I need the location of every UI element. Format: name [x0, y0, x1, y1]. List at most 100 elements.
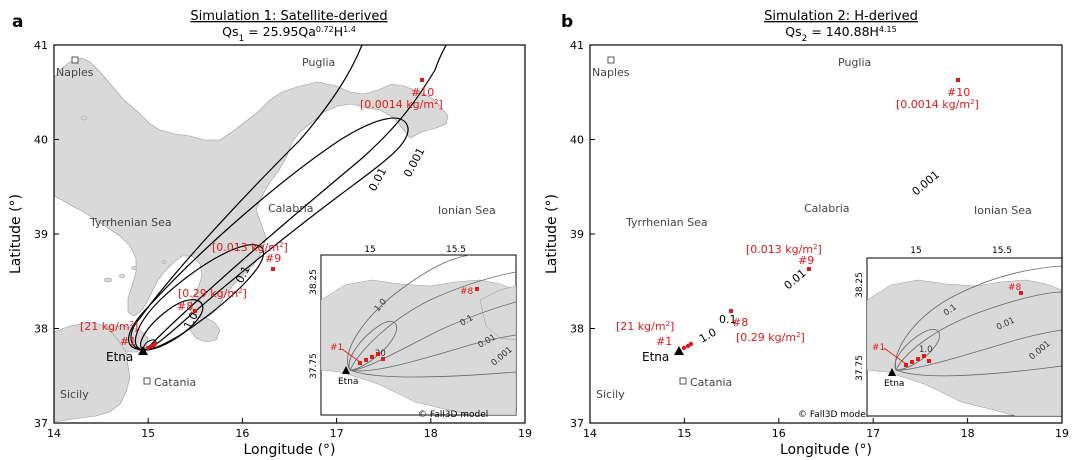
x-axis-title: Longitude (°)	[243, 442, 335, 458]
y-tick-label: 38	[570, 323, 584, 336]
y-tick-label: 41	[570, 39, 584, 52]
contour-label: 0.1	[719, 313, 737, 326]
site-10-label: #10	[411, 86, 434, 99]
site-10-marker	[420, 78, 424, 82]
catania-marker	[143, 377, 151, 385]
site-8-marker	[729, 309, 733, 313]
y-axis-title: Latitude (°)	[544, 194, 560, 274]
x-tick-label: 16	[235, 427, 249, 440]
contour-line	[127, 117, 409, 351]
site-8-load: [0.29 kg/m2]	[736, 331, 805, 344]
x-axis-title: Longitude (°)	[780, 442, 872, 458]
inset-etna-marker	[888, 368, 896, 376]
place-ionian-sea: Ionian Sea	[438, 204, 496, 217]
inset-site-8: #8	[1008, 283, 1022, 293]
x-tick-label: 15	[677, 427, 691, 440]
panel-letter-a: a	[12, 12, 23, 32]
panel-a: a Simulation 1: Satellite-derived Qs1 = …	[8, 9, 532, 458]
site-1-load: [21 kg/m2]	[80, 320, 138, 333]
etna-marker	[674, 346, 684, 355]
inset-contour-label: 20	[375, 349, 386, 359]
contours-a	[127, 45, 447, 351]
contour-line	[130, 45, 363, 351]
y-tick-label: 37	[34, 417, 48, 430]
places-a: Naples Puglia Calabria Tyrrhenian Sea Io…	[56, 56, 496, 401]
place-ionian-sea: Ionian Sea	[974, 204, 1032, 217]
axes-b: 14 15 16 17 18 19 37 38 39 40 41 Longitude (°) Latit…	[544, 39, 1069, 458]
site-8-label: #8	[177, 300, 193, 313]
x-tick-label: 17	[330, 427, 344, 440]
inset-y-tick: 38.25	[309, 269, 319, 295]
inset-site-1: #1	[872, 343, 885, 353]
y-tick-label: 41	[34, 39, 48, 52]
y-tick-label: 40	[34, 134, 48, 147]
inset-a: 15 15.5 38.25 37.75 20 1.0 0.1 0.01 0.00…	[309, 245, 517, 416]
copyright-a: © Fall3D model	[418, 410, 488, 420]
x-tick-label: 17	[866, 427, 880, 440]
label-etna: Etna	[106, 350, 133, 364]
place-puglia: Puglia	[302, 56, 335, 69]
inset-y-tick: 38.25	[855, 272, 865, 298]
label-etna: Etna	[642, 350, 669, 364]
x-tick-label: 14	[47, 427, 61, 440]
axes-a: 14 15 16 17 18 19 37 38 39 40 41 Longitude (°) Latit…	[8, 39, 532, 458]
x-tick-label: 18	[961, 427, 975, 440]
panel-letter-b: b	[561, 12, 573, 32]
inset-site-8: #8	[460, 287, 474, 297]
x-tick-label: 15	[141, 427, 155, 440]
inset-x-tick: 15	[364, 245, 375, 255]
catania-marker	[679, 377, 687, 385]
site-9-label: #9	[265, 252, 281, 265]
inset-etna-marker	[342, 366, 350, 374]
place-sicily: Sicily	[596, 388, 625, 401]
site-10-load: [0.0014 kg/m2]	[896, 98, 979, 111]
site-9-load: [0.013 kg/m2]	[212, 241, 288, 254]
place-puglia: Puglia	[838, 56, 871, 69]
y-tick-label: 40	[570, 134, 584, 147]
site-10-label: #10	[947, 86, 970, 99]
panel-a-formula: Qs1 = 25.95Qa0.72H1.4	[222, 24, 356, 44]
place-calabria: Calabria	[268, 202, 314, 215]
y-tick-label: 39	[570, 228, 584, 241]
naples-marker	[71, 56, 79, 64]
panel-b-title: Simulation 2: H-derived	[764, 9, 918, 24]
site-1-label: #1	[656, 335, 672, 348]
y-tick-label: 38	[34, 323, 48, 336]
site-8-load: [0.29 kg/m2]	[178, 287, 247, 300]
x-tick-label: 16	[772, 427, 786, 440]
places-b: Naples Puglia Calabria Tyrrhenian Sea Io…	[592, 56, 1032, 401]
contour-line	[139, 299, 204, 351]
inset-site-1: #1	[330, 343, 343, 353]
site-8-label: #8	[732, 316, 748, 329]
sites-a: #1 #8 #9 #10 [21 kg/m2] [0.29 kg/m2] [0.…	[80, 78, 443, 351]
contour-line	[144, 45, 447, 351]
x-tick-label: 19	[1055, 427, 1069, 440]
site-9-marker	[271, 267, 275, 271]
x-tick-label: 19	[518, 427, 532, 440]
x-tick-label: 14	[583, 427, 597, 440]
copyright-b: © Fall3D model	[798, 410, 868, 420]
site-8-marker	[193, 309, 197, 313]
inset-x-tick: 15.5	[446, 245, 466, 255]
panel-a-title: Simulation 1: Satellite-derived	[190, 9, 387, 24]
inset-x-tick: 15.5	[992, 246, 1012, 256]
place-tyrrhenian-sea: Tyrrhenian Sea	[89, 216, 172, 229]
place-naples: Naples	[592, 66, 630, 79]
place-catania: Catania	[154, 376, 196, 389]
etna-marker	[138, 346, 148, 355]
site-1-label: #1	[120, 335, 136, 348]
naples-marker	[607, 56, 615, 64]
site-9-load: [0.013 kg/m2]	[746, 243, 822, 256]
inset-b: 15 15.5 38.25 37.75 1.0 0.1 0.01 0.001 E…	[855, 246, 1063, 417]
sites-b: #1 #8 #9 #10 [21 kg/m2] [0.29 kg/m2] [0.…	[616, 78, 979, 351]
y-axis-title: Latitude (°)	[8, 194, 24, 274]
site-9-label: #9	[798, 254, 814, 267]
place-sicily: Sicily	[60, 388, 89, 401]
panel-b-formula: Qs2 = 140.88H4.15	[785, 24, 896, 44]
place-catania: Catania	[690, 376, 732, 389]
panel-b: b Simulation 2: H-derived Qs2 = 140.88H4…	[544, 9, 1069, 458]
map-land	[54, 57, 449, 423]
place-calabria: Calabria	[804, 202, 850, 215]
inset-x-tick: 15	[910, 246, 921, 256]
